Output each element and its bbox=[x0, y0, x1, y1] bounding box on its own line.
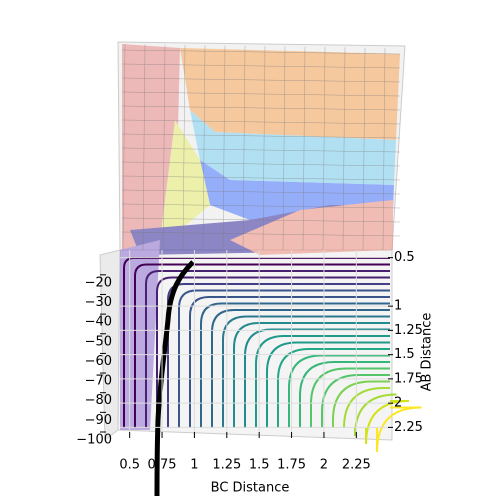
mesh-line bbox=[121, 63, 401, 69]
mesh-line bbox=[121, 77, 401, 83]
z-tick-label: −40 bbox=[85, 315, 112, 330]
contour bbox=[332, 380, 390, 428]
surface-mesh bbox=[121, 43, 401, 251]
contour bbox=[376, 406, 422, 453]
contour bbox=[167, 283, 390, 428]
contour bbox=[354, 393, 397, 437]
z-tick-label: −90 bbox=[85, 413, 112, 428]
contour bbox=[145, 270, 390, 428]
mesh-line bbox=[302, 46, 306, 251]
y-tick-label: 1.75 bbox=[394, 371, 423, 386]
mesh-line bbox=[362, 47, 366, 251]
contour bbox=[244, 328, 390, 428]
contour bbox=[266, 341, 390, 428]
mesh-line bbox=[121, 161, 401, 167]
mesh-line bbox=[121, 105, 401, 111]
surface bbox=[120, 44, 400, 430]
x-tick-label: 1.25 bbox=[212, 458, 241, 473]
x-tick-label: 1.5 bbox=[249, 458, 270, 473]
y-tick-label: 2.25 bbox=[394, 420, 423, 435]
y-axis-label: AB Distance bbox=[420, 313, 435, 392]
x-tick-label: 1 bbox=[190, 458, 198, 473]
x-tick-label: 1.75 bbox=[277, 458, 306, 473]
contour bbox=[299, 361, 390, 428]
mesh-line bbox=[322, 46, 326, 251]
contour bbox=[211, 309, 390, 428]
mesh-line bbox=[121, 147, 401, 153]
mesh-line bbox=[282, 46, 286, 251]
contour bbox=[288, 354, 390, 428]
trajectory bbox=[154, 260, 195, 497]
contour bbox=[134, 263, 390, 428]
y-tick-label: 0.5 bbox=[394, 250, 415, 265]
contour bbox=[365, 400, 410, 445]
x-axis-label: BC Distance bbox=[211, 481, 290, 496]
mesh-line bbox=[121, 133, 401, 139]
x-tick-label: 2 bbox=[320, 458, 328, 473]
z-tick-label: −30 bbox=[85, 295, 112, 310]
y-tick-label: 1 bbox=[394, 299, 402, 314]
mesh-line bbox=[121, 217, 401, 223]
mesh-line bbox=[121, 119, 401, 125]
mesh-line bbox=[262, 46, 266, 251]
z-tick-label: −60 bbox=[85, 354, 112, 369]
x-tick-label: 2.25 bbox=[342, 458, 371, 473]
mesh-line bbox=[142, 44, 146, 251]
mesh-line bbox=[122, 43, 126, 251]
mesh-line bbox=[342, 47, 346, 251]
x-tick-label: 0.75 bbox=[148, 458, 177, 473]
z-tick-label: −20 bbox=[85, 275, 112, 290]
contour bbox=[277, 348, 390, 428]
mesh-line bbox=[121, 189, 401, 195]
mesh-line bbox=[202, 45, 206, 251]
mesh-line bbox=[382, 47, 386, 251]
y-tick-label: 1.5 bbox=[394, 347, 415, 362]
y-tick-label: 1.25 bbox=[394, 323, 423, 338]
z-tick-label: −50 bbox=[85, 334, 112, 349]
x-tick-label: 0.5 bbox=[119, 458, 140, 473]
mesh-line bbox=[222, 45, 226, 251]
z-tick-label: −70 bbox=[85, 374, 112, 389]
z-tick-label: −100 bbox=[76, 433, 112, 448]
contour bbox=[321, 374, 390, 428]
contour bbox=[222, 315, 390, 428]
contour bbox=[178, 289, 390, 428]
mesh-line bbox=[242, 45, 246, 251]
contour bbox=[200, 302, 390, 428]
mesh-line bbox=[121, 175, 401, 181]
contour bbox=[255, 335, 390, 428]
mesh-line bbox=[121, 49, 401, 55]
mesh-line bbox=[121, 91, 401, 97]
y-tick-label: 2 bbox=[394, 396, 402, 411]
mesh-line bbox=[121, 231, 401, 237]
z-tick-label: −80 bbox=[85, 393, 112, 408]
contour bbox=[156, 276, 390, 428]
mesh-line bbox=[121, 203, 401, 209]
mesh-line bbox=[182, 44, 186, 251]
contours bbox=[123, 257, 422, 453]
